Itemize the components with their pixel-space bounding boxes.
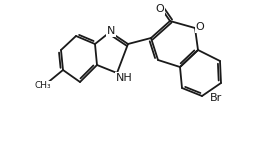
Text: CH₃: CH₃ — [35, 82, 51, 91]
Text: O: O — [156, 4, 164, 14]
Text: NH: NH — [116, 73, 132, 83]
Text: N: N — [107, 26, 115, 36]
Text: O: O — [196, 22, 204, 32]
Text: Br: Br — [210, 93, 222, 103]
